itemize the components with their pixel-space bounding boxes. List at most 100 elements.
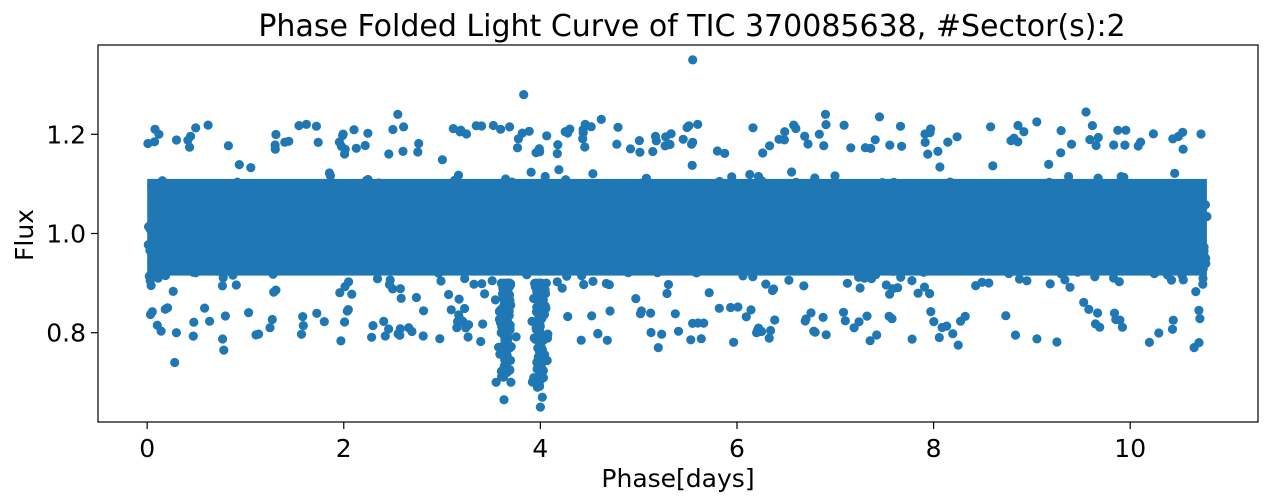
scatter-point [991,205,1001,216]
scatter-point [960,245,970,255]
scatter-point [477,279,487,289]
scatter-point [480,248,490,259]
scatter-point [202,212,213,222]
scatter-point [388,284,398,294]
scatter-point [471,121,481,131]
scatter-point [976,231,986,241]
scatter-point [172,251,182,261]
scatter-point [1152,256,1162,266]
scatter-point [1154,216,1164,227]
scatter-point [425,246,435,256]
scatter-point [648,146,658,157]
scatter-point [612,139,622,149]
scatter-point [1083,205,1093,215]
scatter-point [1081,107,1091,117]
scatter-point [313,137,323,147]
scatter-point [191,268,201,278]
scatter-point [1011,255,1021,265]
scatter-point [774,194,784,204]
scatter-point [1194,305,1204,315]
scatter-point [658,222,668,232]
scatter-point [281,265,291,275]
scatter-point [1121,125,1131,135]
scatter-point [390,190,400,200]
scatter-point [1104,222,1114,232]
scatter-point [472,192,482,202]
scatter-point [585,223,596,233]
scatter-point [998,199,1009,209]
scatter-point [735,207,746,217]
scatter-point [545,215,555,226]
scatter-point [407,233,417,244]
scatter-point [336,141,347,151]
scatter-point [830,171,840,181]
scatter-point [791,123,801,134]
scatter-point [1104,213,1114,223]
scatter-point [418,331,428,341]
scatter-point [1118,214,1128,224]
scatter-point [284,220,295,230]
scatter-point [659,254,669,264]
scatter-point [400,237,410,247]
scatter-point [810,327,820,337]
scatter-point [533,283,543,293]
scatter-point [364,255,374,265]
scatter-point [806,308,816,318]
scatter-point [986,122,996,132]
scatter-point [1177,224,1187,234]
scatter-point [608,196,618,206]
scatter-point [564,259,574,269]
scatter-point [513,134,524,144]
scatter-point [739,230,749,240]
scatter-point [1085,135,1095,145]
scatter-point [799,281,809,291]
scatter-point [185,142,195,152]
scatter-point [1189,237,1199,247]
scatter-point [1072,223,1082,233]
scatter-point [769,248,779,258]
scatter-point [637,193,647,203]
scatter-point [424,262,434,272]
scatter-point [444,289,454,300]
scatter-point [537,311,548,321]
scatter-point [1169,241,1180,251]
scatter-point [1133,223,1143,233]
scatter-point [1168,207,1178,217]
scatter-point [343,244,353,254]
scatter-point [926,218,936,228]
scatter-point [888,223,898,233]
scatter-point [484,200,494,210]
scatter-point [820,109,831,119]
scatter-point [721,231,731,241]
scatter-point [554,165,564,175]
scatter-point [563,183,573,193]
scatter-point [476,336,486,347]
scatter-point [351,264,361,274]
scatter-point [1179,263,1189,273]
scatter-point [435,334,445,344]
scatter-point [508,190,518,200]
scatter-point [929,317,939,327]
scatter-point [653,343,663,353]
scatter-point [810,173,820,183]
scatter-point [798,227,808,237]
scatter-point [577,193,588,203]
scatter-point [617,187,627,197]
scatter-point [764,333,774,343]
scatter-point [745,169,755,180]
scatter-point [996,241,1007,251]
scatter-point [920,137,930,147]
scatter-point [326,208,336,218]
scatter-point [518,240,528,250]
scatter-point [564,239,574,249]
scatter-point [899,225,910,235]
scatter-point [347,289,357,299]
scatter-point [501,220,511,230]
scatter-point [889,177,899,187]
scatter-point [650,188,660,198]
scatter-point [1147,226,1157,236]
scatter-point [538,205,548,215]
scatter-point [1120,140,1130,150]
scatter-point [159,220,169,230]
scatter-point [978,216,988,226]
